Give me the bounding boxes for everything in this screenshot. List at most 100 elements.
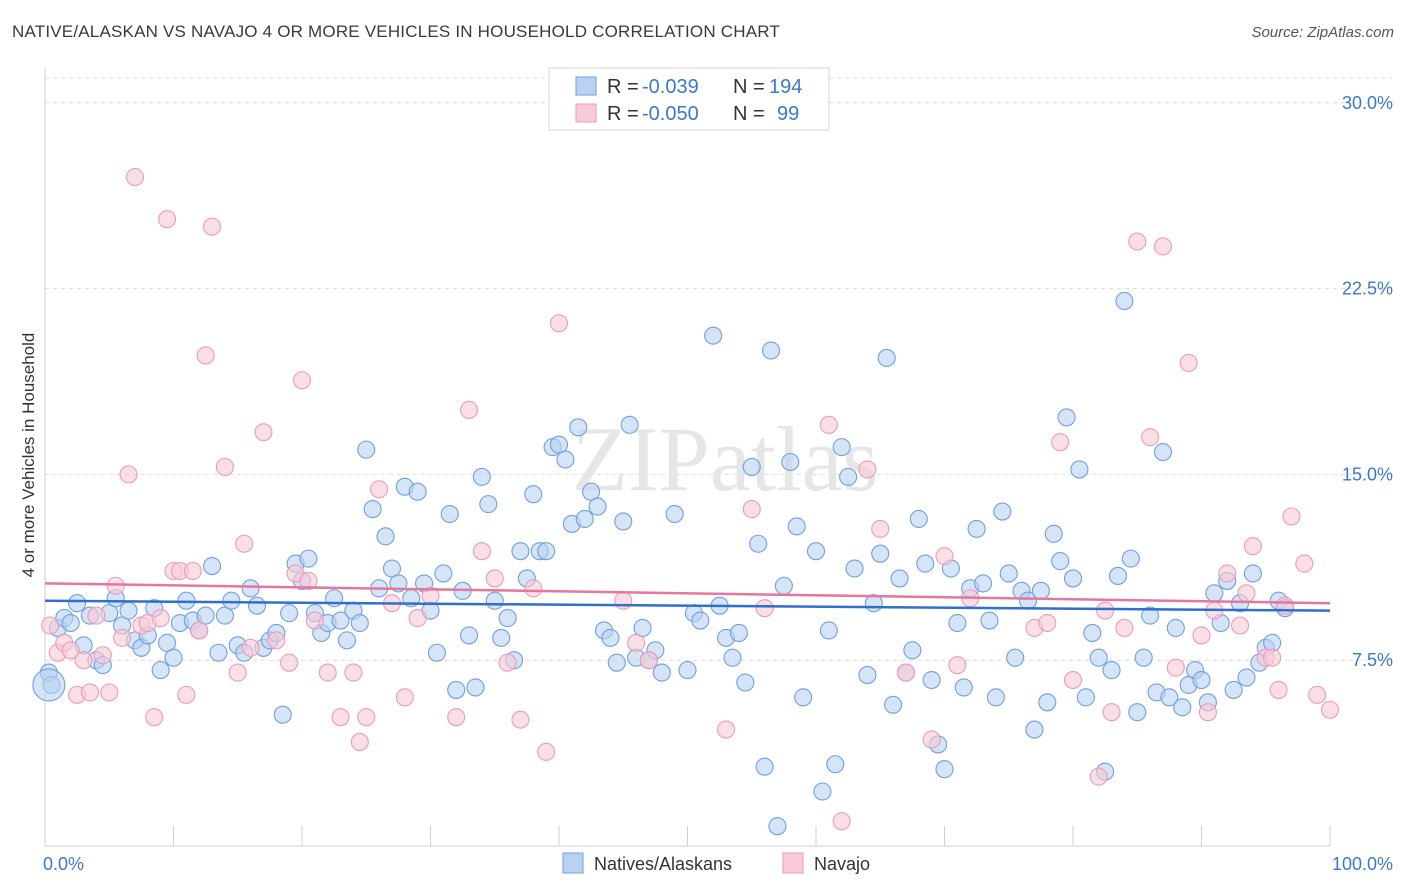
native-point (408, 482, 427, 501)
navajo-point (318, 663, 337, 682)
native-point (877, 348, 896, 367)
native-point (742, 457, 761, 477)
native-point (839, 467, 858, 486)
svg-text:N =: N = (733, 103, 765, 125)
native-point (241, 579, 260, 598)
navajo-point (1141, 428, 1160, 447)
native-point (601, 628, 620, 647)
native-point (68, 594, 87, 613)
native-point (1115, 291, 1134, 311)
navajo-point (537, 742, 556, 761)
native-point (247, 596, 267, 615)
navajo-point (742, 500, 761, 519)
native-point (813, 782, 832, 801)
navajo-point (254, 423, 273, 442)
native-point (299, 549, 318, 568)
navajo-point (1320, 700, 1340, 719)
navajo-point (1308, 685, 1327, 704)
native-point (620, 415, 639, 434)
native-point (729, 623, 748, 642)
native-point (1076, 688, 1095, 707)
native-point (1205, 584, 1224, 603)
navajo-point (235, 534, 254, 553)
navajo-point (1038, 613, 1057, 633)
svg-text:R =: R = (607, 103, 639, 125)
tick-labels: 7.5% 15.0% 22.5% 30.0% 0.0% 100.0% (43, 93, 1393, 874)
navajo-point (1282, 507, 1301, 526)
native-point (1070, 460, 1089, 479)
native-point (434, 564, 453, 583)
native-point (119, 601, 138, 620)
navajo-point (871, 519, 890, 538)
navajo-point (1179, 353, 1198, 372)
navajo-point (113, 628, 132, 647)
native-trend-line (44, 599, 1331, 612)
navajo-point (241, 638, 260, 657)
native-point (890, 569, 909, 588)
svg-text:Natives/Alaskans: Natives/Alaskans (594, 854, 732, 874)
native-point (1025, 720, 1044, 739)
native-point (1192, 670, 1211, 690)
navajo-point (1231, 616, 1250, 635)
native-point (922, 670, 941, 690)
navajo-point (299, 571, 318, 590)
navajo-point (1115, 618, 1134, 638)
navajo-point (1263, 648, 1282, 667)
native-point (511, 542, 530, 561)
native-point (588, 497, 607, 516)
x-tick-label-end: 100.0% (1332, 854, 1393, 874)
navajo-point (280, 653, 299, 672)
navajo-point (183, 561, 202, 581)
native-point (832, 438, 851, 457)
navajo-point (151, 609, 170, 628)
native-point (993, 502, 1012, 521)
legend-swatch-natives (575, 76, 597, 96)
native-point (427, 643, 446, 662)
navajo-point (1198, 703, 1217, 722)
native-point (1128, 703, 1147, 722)
navajo-point (524, 579, 543, 598)
native-point (806, 542, 826, 561)
navajo-point (485, 569, 504, 588)
native-point (466, 678, 485, 697)
native-point (768, 817, 787, 836)
navajo-point (1237, 584, 1256, 603)
navajo-point (1295, 554, 1314, 573)
native-point (909, 509, 928, 529)
navajo-point (125, 168, 144, 187)
native-point (569, 418, 588, 437)
native-point (967, 519, 986, 538)
navajo-point (511, 710, 530, 729)
navajo-point (74, 651, 93, 670)
trend-lines (44, 582, 1331, 612)
native-point (537, 542, 556, 561)
native-point (164, 648, 183, 667)
native-point (916, 554, 935, 573)
data-points (32, 168, 1340, 836)
native-point (678, 661, 697, 680)
native-point (781, 452, 800, 472)
navajo-point (292, 371, 312, 390)
native-point (1051, 552, 1070, 571)
navajo-point (948, 656, 967, 675)
navajo-point (370, 480, 389, 499)
navajo-point (716, 720, 736, 739)
svg-text:-0.050: -0.050 (642, 103, 699, 125)
navajo-point (1153, 237, 1172, 256)
native-point (826, 755, 845, 774)
svg-text:99: 99 (777, 103, 799, 125)
navajo-point (858, 460, 877, 479)
navajo-point (1063, 670, 1083, 690)
native-point (794, 688, 813, 707)
native-point (736, 673, 755, 692)
native-point (999, 564, 1018, 583)
native-point (1237, 668, 1256, 687)
navajo-point (80, 683, 100, 702)
navajo-point (1275, 596, 1295, 615)
navajo-point (832, 812, 851, 831)
native-point (1083, 623, 1102, 642)
navajo-point (1096, 601, 1115, 620)
navajo-point (1192, 626, 1211, 645)
native-point (151, 661, 170, 680)
navajo-point (922, 730, 941, 749)
